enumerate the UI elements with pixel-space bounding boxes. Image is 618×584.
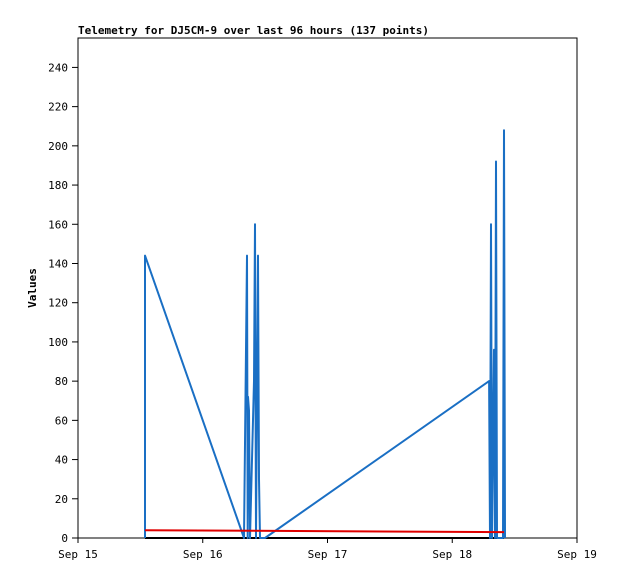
y-tick-label: 80 xyxy=(55,375,68,388)
y-axis-label: Values xyxy=(26,268,39,308)
series-line xyxy=(144,529,505,534)
series-line xyxy=(144,129,506,539)
x-tick-label: Sep 18 xyxy=(432,548,472,561)
x-tick-label: Sep 15 xyxy=(58,548,98,561)
x-tick-label: Sep 19 xyxy=(557,548,597,561)
x-tick-label: Sep 17 xyxy=(308,548,348,561)
y-tick-label: 100 xyxy=(48,336,68,349)
y-tick-label: 0 xyxy=(61,532,68,545)
y-tick-label: 60 xyxy=(55,414,68,427)
y-tick-label: 240 xyxy=(48,61,68,74)
y-tick-label: 120 xyxy=(48,297,68,310)
y-tick-label: 220 xyxy=(48,101,68,114)
y-tick-label: 180 xyxy=(48,179,68,192)
y-tick-label: 200 xyxy=(48,140,68,153)
y-tick-label: 40 xyxy=(55,454,68,467)
y-tick-label: 160 xyxy=(48,218,68,231)
chart-title: Telemetry for DJ5CM-9 over last 96 hours… xyxy=(78,24,429,37)
x-tick-label: Sep 16 xyxy=(183,548,223,561)
y-tick-label: 20 xyxy=(55,493,68,506)
y-tick-label: 140 xyxy=(48,257,68,270)
